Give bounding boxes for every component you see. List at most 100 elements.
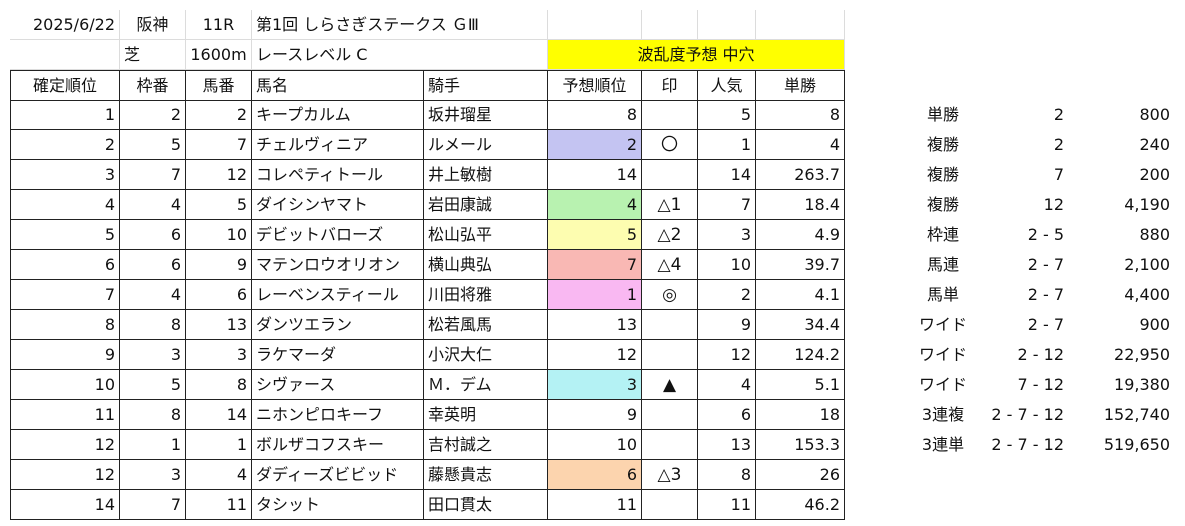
empty-cell[interactable]	[10, 40, 120, 70]
waku-cell[interactable]: 3	[120, 340, 186, 370]
payout-amount[interactable]: 800	[1139, 105, 1170, 124]
jockey-cell[interactable]: 小沢大仁	[424, 340, 548, 370]
waku-cell[interactable]: 5	[120, 370, 186, 400]
forecast-cell[interactable]: 1	[548, 280, 642, 310]
rank-cell[interactable]: 12	[10, 460, 120, 490]
umaban-cell[interactable]: 4	[186, 460, 252, 490]
odds-cell[interactable]: 39.7	[756, 250, 845, 280]
mark-cell[interactable]	[642, 430, 698, 460]
rank-cell[interactable]: 4	[10, 190, 120, 220]
rank-cell[interactable]: 10	[10, 370, 120, 400]
empty-cell[interactable]	[756, 10, 845, 40]
horse-name-cell[interactable]: ニホンピロキーフ	[252, 400, 424, 430]
mark-cell[interactable]: △4	[642, 250, 698, 280]
payout-amount[interactable]: 2,100	[1124, 255, 1170, 274]
horse-name-cell[interactable]: コレペティトール	[252, 160, 424, 190]
waku-cell[interactable]: 8	[120, 310, 186, 340]
jockey-cell[interactable]: 松若風馬	[424, 310, 548, 340]
jockey-cell[interactable]: 川田将雅	[424, 280, 548, 310]
payout-amount[interactable]: 4,400	[1124, 285, 1170, 304]
umaban-cell[interactable]: 13	[186, 310, 252, 340]
jockey-cell[interactable]: 松山弘平	[424, 220, 548, 250]
forecast-cell[interactable]: 3	[548, 370, 642, 400]
payout-combo[interactable]: 2 - 7	[1027, 255, 1064, 274]
race-venue[interactable]: 阪神	[120, 10, 186, 40]
umaban-cell[interactable]: 14	[186, 400, 252, 430]
horse-name-cell[interactable]: デビットバローズ	[252, 220, 424, 250]
jockey-cell[interactable]: 横山典弘	[424, 250, 548, 280]
forecast-cell[interactable]: 14	[548, 160, 642, 190]
rank-cell[interactable]: 5	[10, 220, 120, 250]
payout-combo[interactable]: 2 - 5	[1027, 225, 1064, 244]
payout-combo[interactable]: 2 - 7	[1027, 285, 1064, 304]
waku-cell[interactable]: 7	[120, 160, 186, 190]
jockey-cell[interactable]: Ｍ．デム	[424, 370, 548, 400]
column-header-4[interactable]: 騎手	[424, 70, 548, 101]
payout-combo[interactable]: 2 - 12	[1017, 345, 1064, 364]
mark-cell[interactable]	[642, 310, 698, 340]
rank-cell[interactable]: 1	[10, 100, 120, 130]
payout-amount[interactable]: 4,190	[1124, 195, 1170, 214]
popularity-cell[interactable]: 2	[698, 280, 756, 310]
payout-amount[interactable]: 152,740	[1103, 405, 1170, 424]
race-name[interactable]: 第1回 しらさぎステークス ＧⅢ	[252, 10, 548, 40]
payout-type[interactable]: 枠連	[926, 225, 959, 244]
forecast-cell[interactable]: 8	[548, 100, 642, 130]
forecast-cell[interactable]: 4	[548, 190, 642, 220]
empty-cell[interactable]	[698, 10, 756, 40]
rank-cell[interactable]: 11	[10, 400, 120, 430]
payout-type[interactable]: 3連複	[921, 405, 965, 424]
payout-combo[interactable]: 2 - 7 - 12	[991, 405, 1064, 424]
payout-amount[interactable]: 880	[1139, 225, 1170, 244]
forecast-cell[interactable]: 10	[548, 430, 642, 460]
race-level[interactable]: レースレベル C	[252, 40, 548, 70]
popularity-cell[interactable]: 4	[698, 370, 756, 400]
mark-cell[interactable]	[642, 340, 698, 370]
payout-type[interactable]: 複勝	[926, 195, 959, 214]
popularity-cell[interactable]: 6	[698, 400, 756, 430]
odds-cell[interactable]: 18.4	[756, 190, 845, 220]
popularity-cell[interactable]: 14	[698, 160, 756, 190]
popularity-cell[interactable]: 13	[698, 430, 756, 460]
horse-name-cell[interactable]: シヴァース	[252, 370, 424, 400]
forecast-cell[interactable]: 5	[548, 220, 642, 250]
rank-cell[interactable]: 12	[10, 430, 120, 460]
column-header-1[interactable]: 枠番	[120, 70, 186, 101]
odds-cell[interactable]: 4	[756, 130, 845, 160]
forecast-cell[interactable]: 7	[548, 250, 642, 280]
waku-cell[interactable]: 1	[120, 430, 186, 460]
payout-type[interactable]: 馬単	[926, 285, 959, 304]
column-header-2[interactable]: 馬番	[186, 70, 252, 101]
payout-amount[interactable]: 19,380	[1114, 375, 1170, 394]
rank-cell[interactable]: 2	[10, 130, 120, 160]
umaban-cell[interactable]: 1	[186, 430, 252, 460]
waku-cell[interactable]: 6	[120, 250, 186, 280]
payout-type[interactable]: 馬連	[926, 255, 959, 274]
column-header-3[interactable]: 馬名	[252, 70, 424, 101]
race-surface[interactable]: 芝	[120, 40, 186, 70]
payout-combo[interactable]: 7 - 12	[1017, 375, 1064, 394]
payout-amount[interactable]: 22,950	[1114, 345, 1170, 364]
forecast-cell[interactable]: 13	[548, 310, 642, 340]
forecast-cell[interactable]: 2	[548, 130, 642, 160]
popularity-cell[interactable]: 5	[698, 100, 756, 130]
race-date[interactable]: 2025/6/22	[10, 10, 120, 40]
odds-cell[interactable]: 153.3	[756, 430, 845, 460]
payout-combo[interactable]: 2 - 7	[1027, 315, 1064, 334]
rank-cell[interactable]: 3	[10, 160, 120, 190]
mark-cell[interactable]: △3	[642, 460, 698, 490]
column-header-7[interactable]: 人気	[698, 70, 756, 101]
rank-cell[interactable]: 8	[10, 310, 120, 340]
jockey-cell[interactable]: 藤懸貴志	[424, 460, 548, 490]
horse-name-cell[interactable]: ダンツエラン	[252, 310, 424, 340]
odds-cell[interactable]: 26	[756, 460, 845, 490]
umaban-cell[interactable]: 5	[186, 190, 252, 220]
odds-cell[interactable]: 34.4	[756, 310, 845, 340]
odds-cell[interactable]: 5.1	[756, 370, 845, 400]
column-header-6[interactable]: 印	[642, 70, 698, 101]
payout-type[interactable]: 単勝	[926, 105, 959, 124]
horse-name-cell[interactable]: ダイシンヤマト	[252, 190, 424, 220]
odds-cell[interactable]: 8	[756, 100, 845, 130]
empty-cell[interactable]	[642, 10, 698, 40]
odds-cell[interactable]: 4.1	[756, 280, 845, 310]
